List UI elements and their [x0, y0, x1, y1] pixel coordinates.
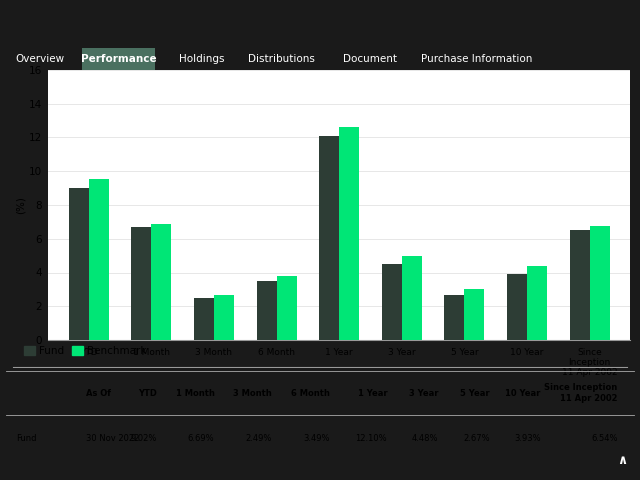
- Bar: [151, 224, 172, 340]
- Text: 10 Year: 10 Year: [506, 389, 541, 398]
- Text: SPDR® Straits Times Index ETF: SPDR® Straits Times Index ETF: [19, 24, 338, 42]
- Text: 6 Month: 6 Month: [291, 389, 330, 398]
- Bar: [319, 136, 339, 340]
- Text: Purchase Information: Purchase Information: [421, 54, 532, 64]
- Text: 1 Month: 1 Month: [175, 389, 214, 398]
- Bar: [589, 226, 610, 340]
- Bar: [339, 127, 359, 340]
- Text: ES3: ES3: [583, 24, 621, 42]
- Text: 9.02%: 9.02%: [131, 434, 157, 443]
- Legend: Fund, Benchmark: Fund, Benchmark: [24, 346, 147, 356]
- Text: Document: Document: [343, 54, 397, 64]
- Text: Since Inception
11 Apr 2002: Since Inception 11 Apr 2002: [545, 384, 618, 403]
- Bar: [89, 179, 109, 340]
- Text: 3.93%: 3.93%: [514, 434, 541, 443]
- Bar: [214, 295, 234, 340]
- Text: 1 Year: 1 Year: [358, 389, 387, 398]
- Text: Overview: Overview: [15, 54, 64, 64]
- Bar: [465, 288, 484, 340]
- Bar: [257, 281, 276, 340]
- Text: ∧: ∧: [618, 455, 627, 468]
- Text: As Of: As Of: [86, 389, 111, 398]
- Text: 3.49%: 3.49%: [303, 434, 330, 443]
- Text: 3 Month: 3 Month: [233, 389, 272, 398]
- Bar: [82, 48, 155, 70]
- Y-axis label: (%): (%): [16, 196, 26, 214]
- Text: Performance: Performance: [81, 54, 156, 64]
- Text: Holdings: Holdings: [179, 54, 225, 64]
- Bar: [276, 276, 296, 340]
- Bar: [194, 298, 214, 340]
- Text: 6.54%: 6.54%: [591, 434, 618, 443]
- Text: 4.48%: 4.48%: [412, 434, 438, 443]
- Text: 3 Year: 3 Year: [409, 389, 438, 398]
- Bar: [444, 295, 465, 340]
- Bar: [507, 274, 527, 340]
- Bar: [131, 227, 151, 340]
- Bar: [527, 266, 547, 340]
- Text: 2.49%: 2.49%: [246, 434, 272, 443]
- Bar: [570, 229, 589, 340]
- Text: 30 Nov 2022: 30 Nov 2022: [86, 434, 140, 443]
- Text: Distributions: Distributions: [248, 54, 315, 64]
- Text: Fund: Fund: [16, 434, 36, 443]
- Bar: [68, 188, 89, 340]
- Bar: [382, 264, 402, 340]
- Bar: [402, 256, 422, 340]
- Text: 6.69%: 6.69%: [188, 434, 214, 443]
- Text: YTD: YTD: [138, 389, 157, 398]
- Text: 2.67%: 2.67%: [463, 434, 490, 443]
- Text: 5 Year: 5 Year: [460, 389, 490, 398]
- Text: 12.10%: 12.10%: [356, 434, 387, 443]
